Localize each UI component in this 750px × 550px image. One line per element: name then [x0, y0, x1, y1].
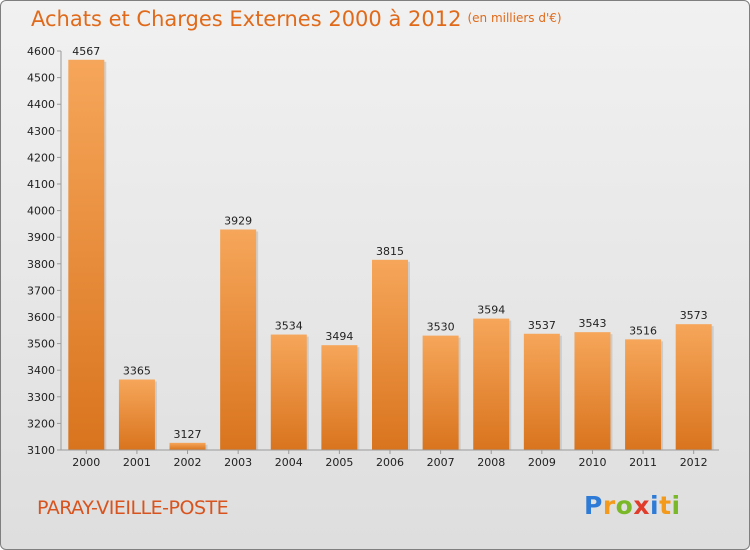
- y-tick-label: 3700: [27, 284, 55, 297]
- y-tick-label: 3300: [27, 391, 55, 404]
- x-tick-label: 2010: [578, 456, 606, 469]
- bar: [473, 318, 510, 450]
- y-tick-label: 3900: [27, 231, 55, 244]
- x-tick-label: 2003: [224, 456, 252, 469]
- y-tick-label: 3500: [27, 338, 55, 351]
- logo-letter: x: [633, 491, 650, 520]
- x-tick-label: 2009: [528, 456, 556, 469]
- bar: [625, 339, 662, 450]
- data-label: 3530: [427, 321, 455, 334]
- bar: [372, 259, 408, 450]
- y-tick-label: 3800: [27, 258, 55, 271]
- data-label: 3534: [275, 320, 303, 333]
- data-label: 3929: [224, 214, 252, 227]
- data-label: 3365: [123, 365, 151, 378]
- data-label: 3127: [174, 428, 202, 441]
- data-labels: 4567 3365 3127 3929 3534 3494 3815 3530 3594 3537…: [72, 45, 707, 441]
- x-tick-label: 2001: [123, 456, 151, 469]
- chart-subtitle: (en milliers d'€): [467, 11, 562, 25]
- x-tick-label: 2011: [629, 456, 657, 469]
- location-label: PARAY-VIEILLE-POSTE: [37, 497, 229, 519]
- bar: [321, 345, 358, 450]
- bar: [270, 334, 307, 450]
- x-tick-label: 2000: [72, 456, 100, 469]
- data-label: 3516: [629, 324, 657, 337]
- x-tick-label: 2005: [325, 456, 353, 469]
- x-tick-label: 2002: [174, 456, 202, 469]
- x-tick-label: 2012: [680, 456, 708, 469]
- data-label: 3543: [578, 317, 606, 330]
- y-tick-label: 3100: [27, 444, 55, 457]
- logo-letter: t: [659, 491, 672, 520]
- y-tick-label: 4300: [27, 125, 55, 138]
- y-tick-label: 4200: [27, 151, 55, 164]
- logo-letter: i: [671, 491, 681, 520]
- logo-letter: o: [615, 491, 634, 520]
- y-tick-label: 4400: [27, 98, 55, 111]
- y-tick-label: 3400: [27, 364, 55, 377]
- bar: [220, 229, 257, 450]
- x-tick-label: 2008: [477, 456, 505, 469]
- x-axis: 2000 2001 2002 2003 2004 2005 2006 2007 2008 2009…: [61, 449, 719, 469]
- bars: [68, 59, 714, 450]
- logo-letter: i: [650, 491, 660, 520]
- logo-letter: P: [584, 491, 603, 520]
- bar: [574, 332, 611, 450]
- bar: [68, 59, 105, 450]
- x-tick-label: 2007: [427, 456, 455, 469]
- y-tick-label: 4600: [27, 45, 55, 58]
- bar: [675, 324, 712, 450]
- x-tick-label: 2006: [376, 456, 404, 469]
- bar: [422, 335, 459, 450]
- logo-letter: r: [602, 491, 616, 520]
- data-label: 3537: [528, 319, 556, 332]
- bar: [523, 333, 560, 450]
- chart-title: Achats et Charges Externes 2000 à 2012 (e…: [31, 7, 562, 31]
- y-tick-label: 3200: [27, 417, 55, 430]
- proxiti-logo: Proxiti: [584, 491, 681, 520]
- bar: [169, 442, 206, 450]
- bar: [118, 379, 155, 450]
- y-axis: 3100 3200 3300 3400 3500 3600 3700 3800 3900 4000…: [27, 45, 62, 457]
- y-tick-label: 4100: [27, 178, 55, 191]
- data-label: 3815: [376, 245, 404, 258]
- y-tick-label: 4500: [27, 72, 55, 85]
- data-label: 3494: [325, 330, 353, 343]
- x-tick-label: 2004: [275, 456, 303, 469]
- data-label: 3573: [680, 309, 708, 322]
- data-label: 3594: [477, 304, 505, 317]
- chart-title-text: Achats et Charges Externes 2000 à 2012: [31, 7, 462, 31]
- data-label: 4567: [72, 45, 100, 58]
- y-tick-label: 3600: [27, 311, 55, 324]
- y-tick-label: 4000: [27, 205, 55, 218]
